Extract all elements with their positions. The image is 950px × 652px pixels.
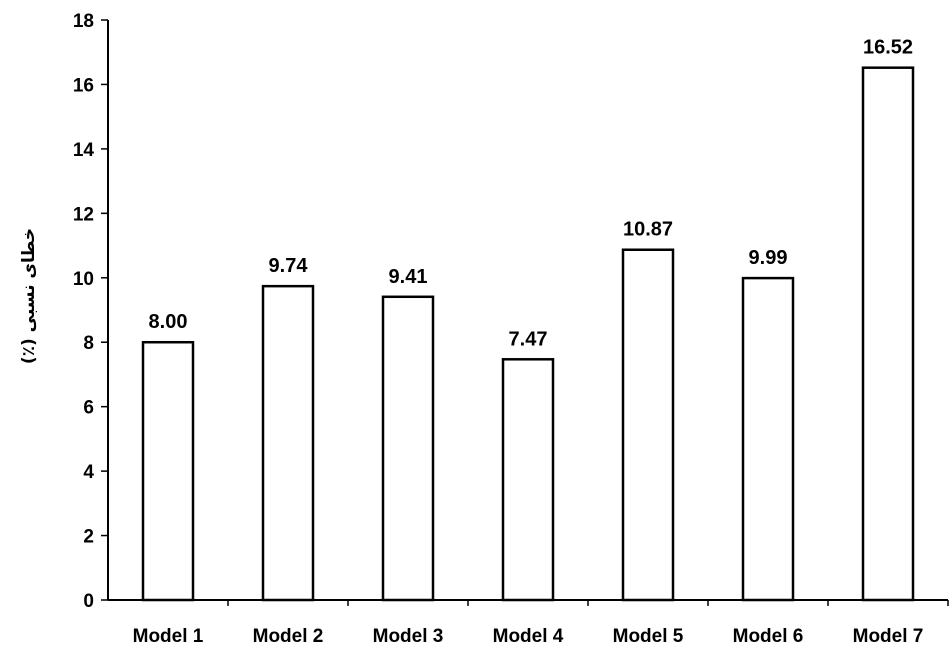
y-tick-label: 10 [73,269,94,290]
bar-value-label: 10.87 [623,219,673,241]
y-tick-label: 6 [83,398,94,419]
bar [741,276,795,602]
y-tick-label: 0 [83,591,94,612]
x-category-label: Model 3 [373,626,444,647]
bar [381,295,435,602]
y-tick-label: 4 [83,462,94,483]
x-category-label: Model 2 [253,626,324,647]
bar [141,340,195,602]
x-axis: Model 1 Model 2 Model 3 Model 4 Model 5 Model… [108,599,949,647]
y-tick-label: 8 [83,333,94,354]
x-category-label: Model 7 [853,626,924,647]
bar-value-label: 9.99 [749,247,788,269]
bar [501,358,555,602]
bar-value-label: 9.41 [389,266,428,288]
y-tick-label: 12 [73,204,94,225]
x-category-label: Model 4 [493,626,564,647]
x-category-label: Model 6 [733,626,804,647]
x-category-label: Model 1 [133,626,204,647]
y-tick-label: 14 [73,140,95,161]
bar-value-label: 8.00 [149,311,188,333]
y-tick-label: 16 [73,75,94,96]
bars: 8.00 9.74 9.41 7.47 10.87 9.99 16.52 [141,37,915,602]
y-tick-label: 2 [83,527,94,548]
y-axis-title: خطای نسبی (٪) [19,228,39,364]
bar [861,66,915,602]
bar-value-label: 16.52 [863,37,913,59]
bar [261,284,315,602]
x-category-label: Model 5 [613,626,684,647]
y-tick-label: 18 [73,11,94,32]
bar [621,248,675,602]
y-axis: 0 2 4 6 8 10 12 14 16 18 [73,11,109,612]
bar-value-label: 9.74 [269,255,309,277]
bar-value-label: 7.47 [509,328,548,350]
